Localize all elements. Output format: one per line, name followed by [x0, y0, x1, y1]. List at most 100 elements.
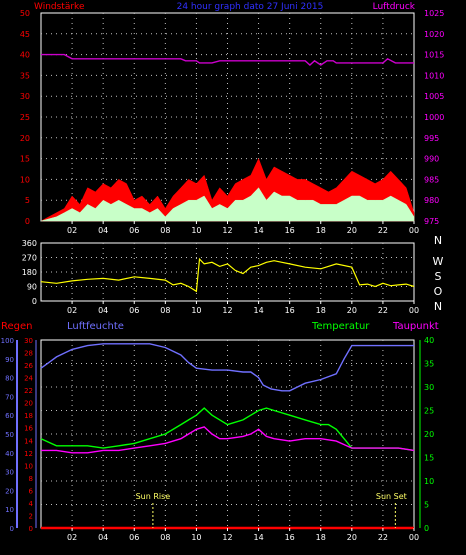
pressure-axis-title: Luftdruck — [373, 2, 416, 12]
x-tick-label: 12 — [222, 306, 232, 315]
compass-label: N — [434, 234, 442, 247]
rain-tick-label: 40 — [5, 450, 14, 458]
x-tick-label: 18 — [316, 306, 326, 315]
x-tick-label: 10 — [191, 226, 201, 235]
pressure-tick-label: 980 — [424, 196, 439, 205]
compass-label: O — [434, 285, 443, 298]
rain-tick-label: 30 — [5, 469, 14, 477]
wind-axis-title: Windstärke — [34, 2, 85, 12]
humidity-tick-label: 30 — [24, 337, 33, 345]
x-tick-label: 10 — [191, 533, 201, 542]
humidity-tick-label: 10 — [24, 462, 33, 470]
rain-tick-label: 70 — [5, 393, 14, 401]
series-humidity — [40, 343, 414, 392]
wind-tick-label: 20 — [20, 134, 30, 143]
humidity-tick-label: 4 — [29, 500, 34, 508]
x-tick-label: 14 — [253, 306, 263, 315]
humidity-tick-label: 26 — [24, 362, 33, 370]
x-tick-label: 02 — [67, 226, 77, 235]
direction-tick-label: 180 — [22, 268, 37, 277]
rain-tick-label: 0 — [10, 525, 14, 533]
temperature-tick-label: 0 — [424, 524, 429, 533]
humidity-tick-label: 18 — [24, 412, 33, 420]
series-temperature — [40, 407, 415, 452]
pressure-tick-label: 1010 — [424, 71, 444, 80]
rain-tick-label: 50 — [5, 431, 14, 439]
direction-tick-label: 360 — [22, 239, 37, 248]
series-wind — [40, 187, 415, 222]
rain-tick-label: 100 — [1, 337, 14, 345]
dewpoint-axis-title: Taupunkt — [392, 321, 439, 332]
wind-tick-label: 50 — [20, 9, 30, 18]
rain-axis-title: Regen — [1, 321, 33, 332]
x-tick-label: 00 — [409, 306, 419, 315]
temperature-tick-label: 5 — [424, 501, 429, 510]
x-tick-label: 00 — [409, 226, 419, 235]
x-tick-label: 08 — [160, 533, 170, 542]
humidity-tick-label: 6 — [29, 487, 34, 495]
pressure-tick-label: 975 — [424, 217, 439, 226]
series-pressure — [41, 53, 414, 66]
x-tick-label: 02 — [67, 306, 77, 315]
wind-tick-label: 35 — [20, 71, 30, 80]
humidity-tick-label: 22 — [24, 387, 33, 395]
sun-rise-label: Sun Rise — [136, 492, 171, 501]
x-tick-label: 22 — [378, 306, 388, 315]
x-tick-label: 10 — [191, 306, 201, 315]
x-tick-label: 22 — [378, 226, 388, 235]
wind-tick-label: 25 — [20, 113, 30, 122]
x-tick-label: 04 — [98, 306, 108, 315]
chart-title: 24 hour graph dato 27 Juni 2015 — [177, 2, 324, 12]
temperature-tick-label: 25 — [424, 407, 434, 416]
rain-tick-label: 10 — [5, 506, 14, 514]
temperature-tick-label: 10 — [424, 477, 434, 486]
humidity-tick-label: 2 — [29, 512, 33, 520]
wind-tick-label: 15 — [20, 155, 30, 164]
compass-label: W — [433, 255, 444, 268]
humidity-tick-label: 12 — [24, 450, 33, 458]
humidity-axis-title: Luftfeuchte — [67, 321, 124, 332]
x-tick-label: 20 — [347, 226, 357, 235]
x-tick-label: 18 — [316, 226, 326, 235]
pressure-tick-label: 995 — [424, 134, 439, 143]
wind-tick-label: 0 — [25, 217, 30, 226]
compass-label: N — [434, 300, 442, 313]
pressure-tick-label: 1020 — [424, 30, 444, 39]
wind-tick-label: 5 — [25, 196, 30, 205]
x-tick-label: 20 — [347, 306, 357, 315]
pressure-tick-label: 1025 — [424, 9, 444, 18]
pressure-tick-label: 990 — [424, 155, 439, 164]
humidity-tick-label: 8 — [29, 475, 33, 483]
temperature-tick-label: 20 — [424, 430, 434, 439]
humidity-tick-label: 28 — [24, 350, 33, 358]
x-tick-label: 16 — [285, 306, 295, 315]
x-tick-label: 16 — [285, 533, 295, 542]
temperature-axis-title: Temperatur — [311, 321, 370, 332]
x-tick-label: 20 — [347, 533, 357, 542]
direction-tick-label: 270 — [22, 254, 37, 263]
x-tick-label: 04 — [98, 226, 108, 235]
humidity-tick-label: 16 — [24, 425, 33, 433]
series-direction — [40, 257, 415, 293]
pressure-tick-label: 1015 — [424, 51, 444, 60]
pressure-tick-label: 1005 — [424, 92, 444, 101]
temperature-tick-label: 30 — [424, 383, 434, 392]
direction-tick-label: 90 — [27, 283, 37, 292]
x-tick-label: 08 — [160, 226, 170, 235]
x-tick-label: 12 — [222, 226, 232, 235]
humidity-tick-label: 24 — [24, 375, 33, 383]
x-tick-label: 06 — [129, 533, 139, 542]
x-tick-label: 16 — [285, 226, 295, 235]
rain-tick-label: 20 — [5, 487, 14, 495]
direction-tick-label: 0 — [32, 297, 37, 306]
x-tick-label: 00 — [409, 533, 419, 542]
rain-tick-label: 90 — [5, 356, 14, 364]
x-tick-label: 02 — [67, 533, 77, 542]
compass-label: S — [435, 270, 442, 283]
x-tick-label: 04 — [98, 533, 108, 542]
sun-set-label: Sun Set — [376, 492, 407, 501]
series-dewpoint — [41, 426, 415, 454]
x-tick-label: 06 — [129, 306, 139, 315]
